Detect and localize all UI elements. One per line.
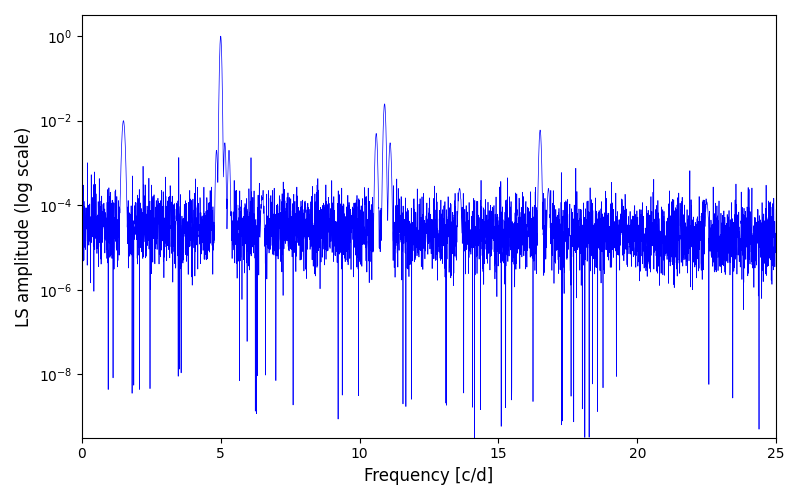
Y-axis label: LS amplitude (log scale): LS amplitude (log scale) <box>15 126 33 326</box>
X-axis label: Frequency [c/d]: Frequency [c/d] <box>364 467 494 485</box>
